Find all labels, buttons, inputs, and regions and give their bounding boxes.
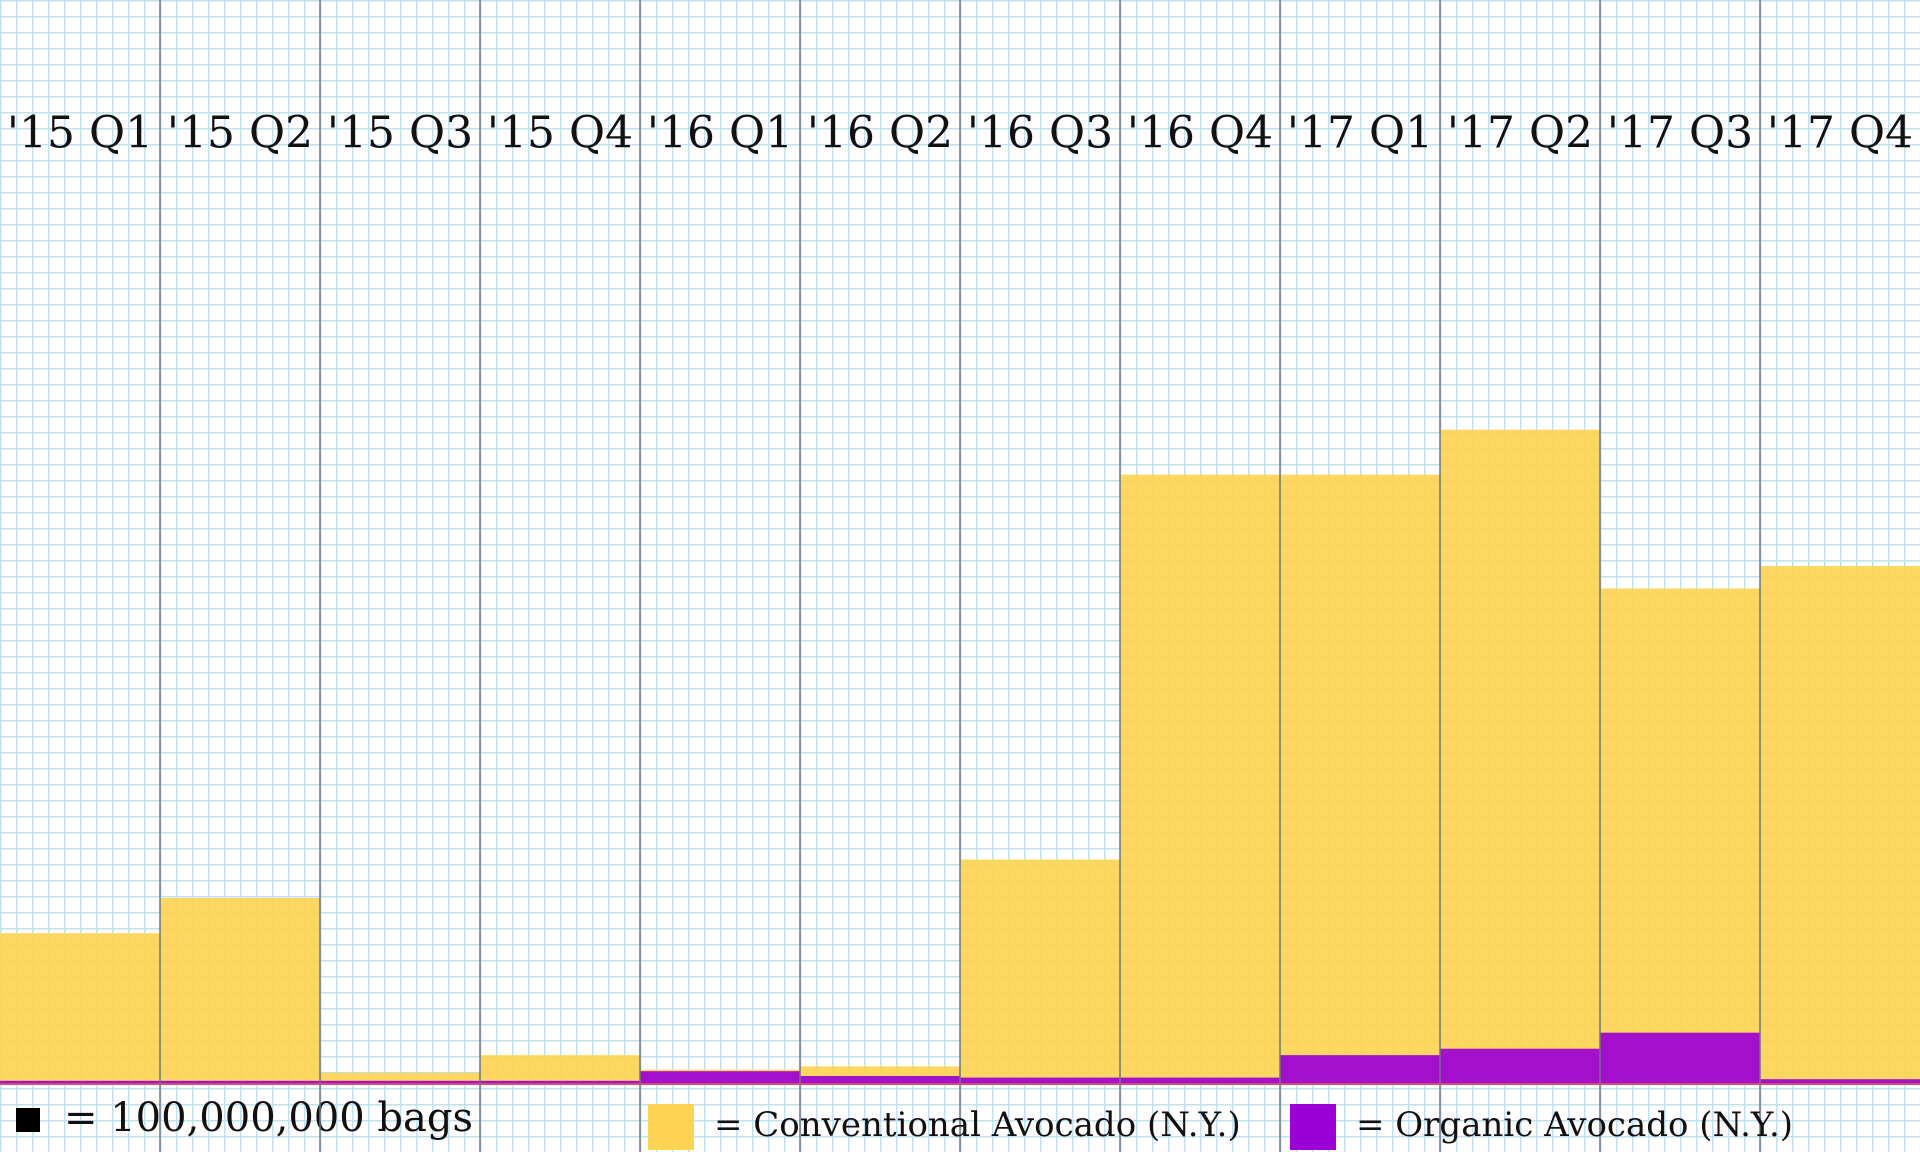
- x-tick-label: '15 Q2: [167, 108, 313, 159]
- x-tick-label: '17 Q2: [1447, 108, 1593, 159]
- conventional-bar: [0, 933, 160, 1084]
- organic-bar: [160, 1080, 320, 1084]
- x-tick-label: '15 Q3: [327, 108, 473, 159]
- unit-label: = 100,000,000 bags: [64, 1095, 473, 1141]
- legend-swatch: [1290, 1104, 1336, 1150]
- organic-bar: [1760, 1079, 1920, 1084]
- x-tick-label: '17 Q3: [1607, 108, 1753, 159]
- legend-swatch: [648, 1104, 694, 1150]
- x-tick-label: '16 Q1: [647, 108, 793, 159]
- conventional-bar: [320, 1072, 480, 1084]
- legend-label: = Conventional Avocado (N.Y.): [714, 1105, 1241, 1145]
- conventional-bar: [160, 897, 320, 1084]
- organic-bar: [320, 1080, 480, 1084]
- x-tick-label: '16 Q3: [967, 108, 1113, 159]
- conventional-bar: [960, 859, 1120, 1084]
- legend-label: = Organic Avocado (N.Y.): [1356, 1105, 1793, 1145]
- x-tick-label: '17 Q4: [1767, 108, 1913, 159]
- x-tick-label: '16 Q2: [807, 108, 953, 159]
- conventional-bar: [1600, 588, 1760, 1084]
- conventional-bar: [1120, 474, 1280, 1084]
- organic-bar: [1600, 1032, 1760, 1084]
- organic-bar: [640, 1071, 800, 1084]
- organic-bar: [480, 1080, 640, 1084]
- organic-bar: [1440, 1048, 1600, 1084]
- conventional-bar: [480, 1055, 640, 1084]
- unit-swatch: [16, 1108, 40, 1132]
- organic-bar: [1120, 1077, 1280, 1084]
- conventional-bar: [1280, 474, 1440, 1084]
- organic-bar: [800, 1075, 960, 1084]
- organic-bar: [0, 1080, 160, 1084]
- organic-bar: [1280, 1055, 1440, 1084]
- x-tick-label: '16 Q4: [1127, 108, 1273, 159]
- conventional-bar: [1440, 429, 1600, 1084]
- organic-bar: [960, 1077, 1120, 1084]
- conventional-bar: [1760, 566, 1920, 1084]
- x-tick-label: '15 Q1: [7, 108, 153, 159]
- x-tick-label: '15 Q4: [487, 108, 633, 159]
- x-tick-label: '17 Q1: [1287, 108, 1433, 159]
